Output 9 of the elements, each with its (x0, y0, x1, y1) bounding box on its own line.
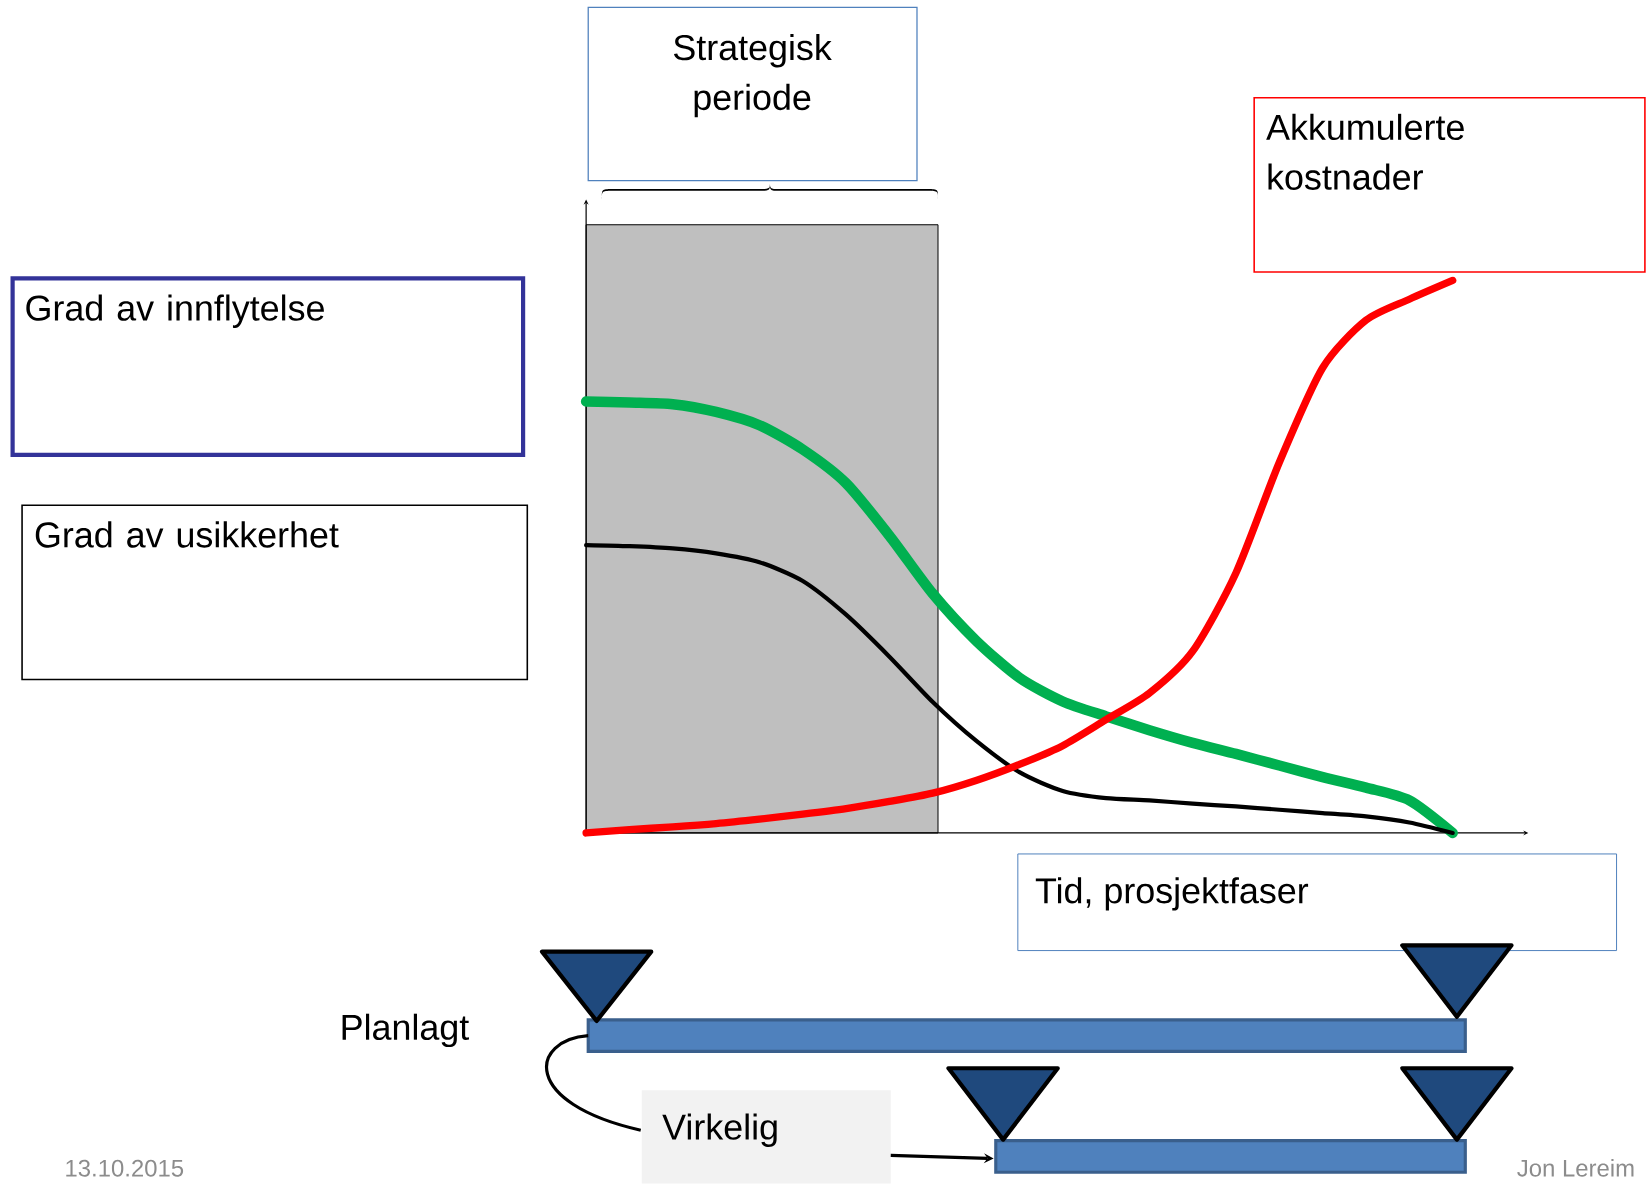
text: Planlagt (342, 1013, 469, 1048)
text: Grad av innflytelse (26, 294, 324, 328)
text: Strategisk periode (673, 34, 832, 118)
text: Jon Lereim (1517, 1159, 1634, 1177)
text: 13.10.2015 (66, 1159, 184, 1177)
x-axis-title: Tid, prosjektfaser (1035, 877, 1309, 911)
text: Akkumulerte kostnader (1266, 113, 1464, 191)
text: Virkelig (662, 1113, 777, 1148)
text: Grad av usikkerhet (35, 521, 339, 548)
